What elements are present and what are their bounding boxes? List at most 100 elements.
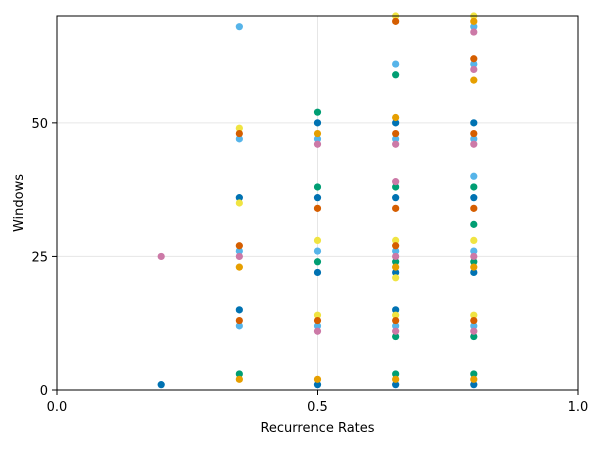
- data-point: [235, 199, 243, 207]
- scatter-points: [157, 12, 478, 389]
- y-tick-label: 50: [31, 117, 48, 132]
- data-point: [313, 375, 322, 383]
- data-point: [470, 327, 478, 335]
- x-tick-label: 0.0: [47, 400, 68, 415]
- data-point: [392, 263, 400, 271]
- data-point: [392, 258, 400, 266]
- y-axis-label: Windows: [12, 174, 27, 232]
- data-point: [313, 311, 322, 319]
- data-point: [470, 76, 478, 84]
- data-point: [392, 370, 400, 378]
- data-point: [392, 135, 400, 143]
- x-tick-label: 0.5: [307, 400, 328, 415]
- data-point: [392, 375, 400, 383]
- data-point: [470, 65, 478, 74]
- data-point: [313, 140, 322, 148]
- data-point: [392, 311, 400, 319]
- data-point: [235, 316, 243, 325]
- data-point: [313, 108, 322, 116]
- data-point: [392, 71, 400, 79]
- data-point: [470, 55, 478, 63]
- data-point: [313, 327, 322, 335]
- data-point: [313, 381, 322, 389]
- data-point: [392, 119, 400, 127]
- data-point: [235, 263, 243, 271]
- y-tick-label: 0: [40, 384, 48, 399]
- data-point: [470, 183, 478, 191]
- data-point: [157, 381, 165, 389]
- data-point: [470, 316, 478, 325]
- data-point: [313, 247, 322, 255]
- data-point: [313, 129, 322, 138]
- data-point: [313, 119, 322, 127]
- data-point: [392, 327, 400, 335]
- data-point: [392, 381, 400, 389]
- data-point: [392, 194, 400, 202]
- data-point: [235, 194, 243, 202]
- data-point: [392, 252, 400, 261]
- data-point: [470, 381, 478, 389]
- data-point: [392, 129, 400, 138]
- data-point: [235, 23, 243, 31]
- data-point: [313, 268, 322, 277]
- x-axis-label: Recurrence Rates: [260, 421, 374, 436]
- data-point: [313, 258, 322, 266]
- data-point: [392, 183, 400, 191]
- data-point: [392, 268, 400, 277]
- data-point: [470, 220, 478, 228]
- data-point: [470, 172, 478, 180]
- data-point: [470, 258, 478, 266]
- data-point: [470, 332, 478, 341]
- data-point: [392, 306, 400, 314]
- data-point: [313, 183, 322, 191]
- data-point: [470, 17, 478, 25]
- data-point: [392, 236, 400, 244]
- x-axis-ticks: 0.0 0.5 1.0: [47, 390, 589, 415]
- data-point: [392, 113, 400, 122]
- data-point: [470, 129, 478, 138]
- data-point: [470, 119, 478, 127]
- data-point: [392, 60, 400, 68]
- data-point: [235, 322, 243, 330]
- data-point: [392, 140, 400, 148]
- data-point: [470, 135, 478, 143]
- data-point: [235, 124, 243, 132]
- data-point: [235, 129, 243, 138]
- data-point: [470, 194, 478, 202]
- data-point: [392, 178, 400, 186]
- data-point: [313, 316, 322, 325]
- data-point: [470, 28, 478, 36]
- data-point: [313, 204, 322, 212]
- data-point: [470, 140, 478, 148]
- data-point: [313, 135, 322, 143]
- data-point: [313, 236, 322, 244]
- data-point: [470, 263, 478, 271]
- data-point: [470, 370, 478, 378]
- data-point: [392, 247, 400, 255]
- data-point: [470, 236, 478, 244]
- data-point: [470, 322, 478, 330]
- y-axis-ticks: 0 25 50: [31, 117, 57, 399]
- data-point: [392, 316, 400, 325]
- data-point: [470, 204, 478, 212]
- data-point: [235, 370, 243, 378]
- data-point: [235, 242, 243, 250]
- data-point: [470, 60, 478, 68]
- data-point: [470, 268, 478, 277]
- y-tick-label: 25: [31, 250, 48, 265]
- data-point: [392, 274, 400, 282]
- data-point: [392, 242, 400, 250]
- data-point: [392, 322, 400, 330]
- data-point: [235, 306, 243, 314]
- data-point: [470, 23, 478, 31]
- data-point: [392, 332, 400, 341]
- data-point: [470, 247, 478, 255]
- data-point: [235, 135, 243, 143]
- data-point: [157, 252, 165, 261]
- data-point: [313, 194, 322, 202]
- data-point: [470, 311, 478, 319]
- data-point: [392, 17, 400, 25]
- x-tick-label: 1.0: [568, 400, 589, 415]
- data-point: [392, 204, 400, 212]
